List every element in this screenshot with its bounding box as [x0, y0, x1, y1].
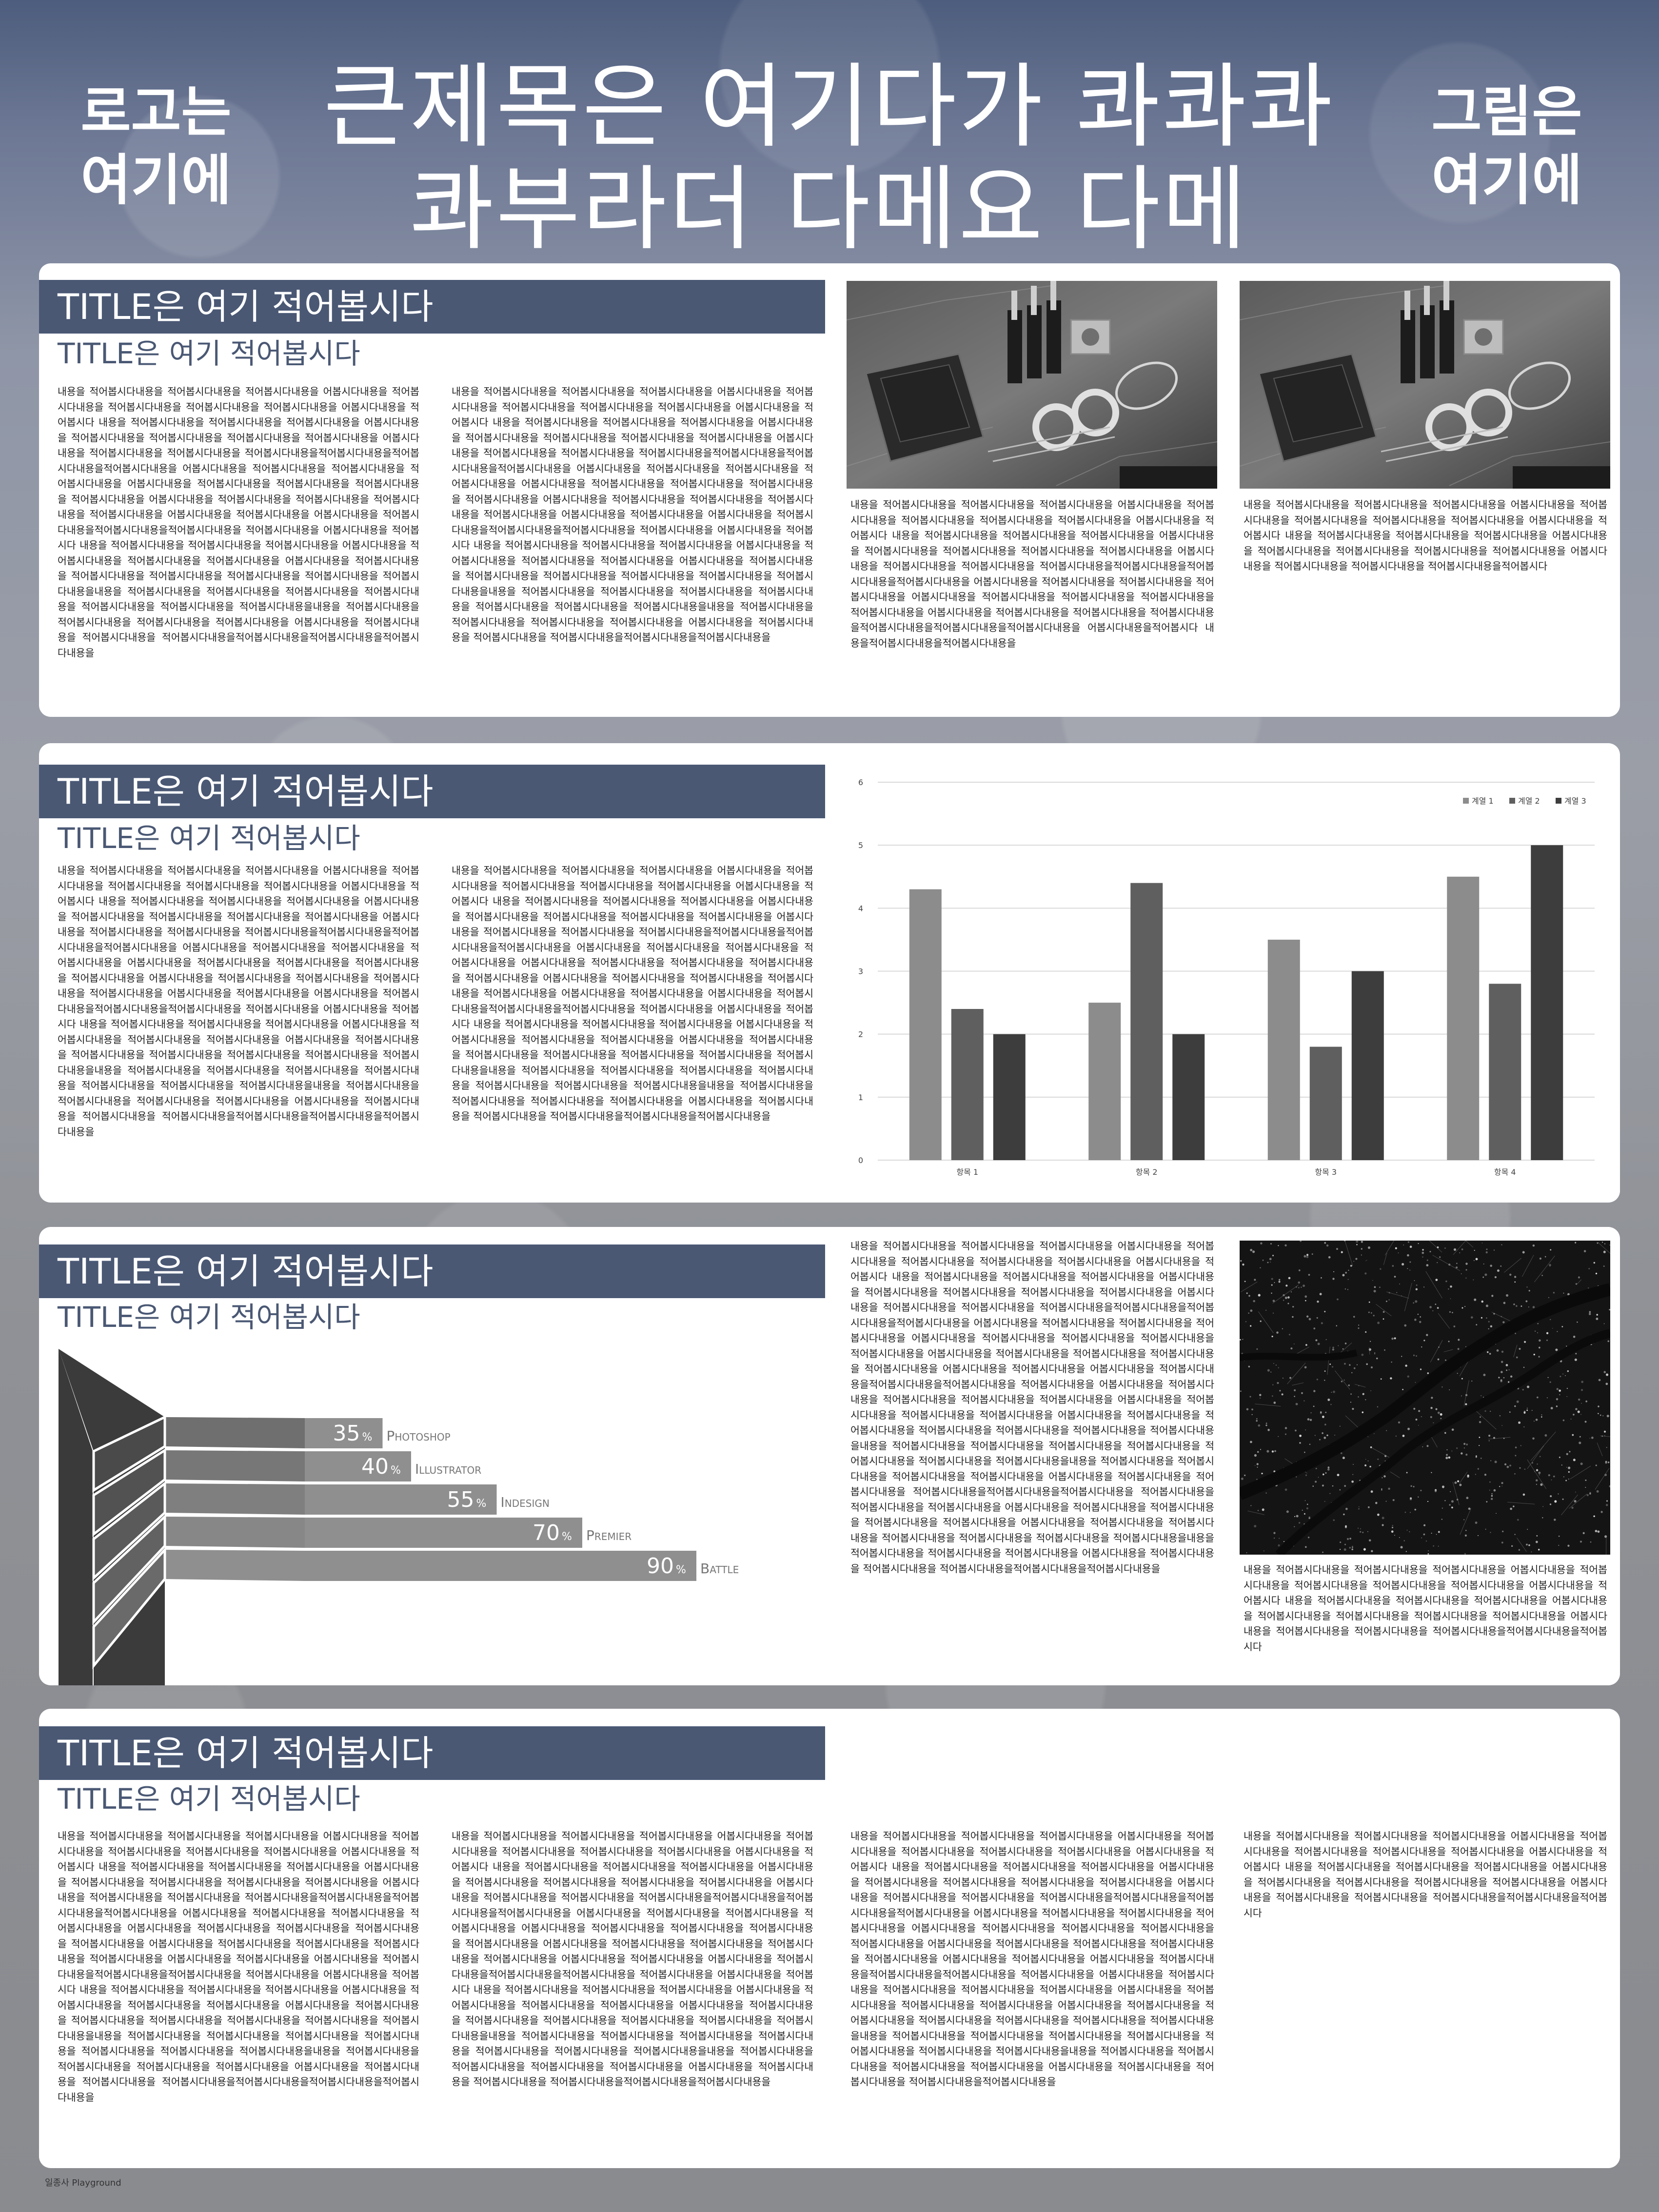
section-1-text-col2: 내용을 적어봅시다내용을 적어봅시다내용을 적어봅시다내용을 어봅시다내용을 적…	[452, 386, 813, 643]
chart-bar	[1351, 971, 1384, 1160]
chart-bar	[951, 1009, 984, 1160]
skill-percent-label: 35	[333, 1421, 360, 1446]
chart-legend-swatch	[1556, 798, 1561, 804]
skill-bar	[305, 1418, 383, 1448]
section-3-subtitle: TITLE은 여기 적어봅시다	[58, 1301, 360, 1334]
chart-y-tick-label: 4	[858, 904, 863, 913]
photo-2-caption: 내용을 적어봅시다내용을 적어봅시다내용을 적어봅시다내용을 어봅시다내용을 적…	[1244, 499, 1607, 572]
section-4-text-col2: 내용을 적어봅시다내용을 적어봅시다내용을 적어봅시다내용을 어봅시다내용을 적…	[452, 1830, 813, 2088]
section-1-text-col1: 내용을 적어봅시다내용을 적어봅시다내용을 적어봅시다내용을 어봅시다내용을 적…	[58, 386, 419, 659]
skill-wedge-segment	[92, 1448, 166, 1537]
section-2-text-col2: 내용을 적어봅시다내용을 적어봅시다내용을 적어봅시다내용을 어봅시다내용을 적…	[452, 865, 813, 1122]
skill-percent-sign: %	[391, 1464, 401, 1477]
skill-wedge-segment	[92, 1415, 166, 1493]
arduino-board-image	[1240, 281, 1610, 489]
arduino-board-image	[847, 281, 1217, 489]
chart-bar	[909, 889, 942, 1160]
chart-x-tick-label: 항목 4	[1494, 1167, 1516, 1177]
chart-y-tick-label: 3	[858, 967, 863, 976]
chart-bar	[1267, 939, 1300, 1160]
section-1-subtitle: TITLE은 여기 적어봅시다	[58, 337, 360, 370]
section-3-panel: TITLE은 여기 적어봅시다 TITLE은 여기 적어봅시다 35% Photo…	[39, 1227, 1620, 1685]
section-3-title: TITLE은 여기 적어봅시다	[39, 1244, 825, 1298]
chart-x-tick-label: 항목 3	[1315, 1167, 1337, 1177]
skill-bars-graphic: 35% Photoshop 40% Illustrator 55% Indesign 70%…	[59, 1349, 739, 1685]
section-4-text-col1: 내용을 적어봅시다내용을 적어봅시다내용을 적어봅시다내용을 어봅시다내용을 적…	[58, 1830, 419, 2103]
city-photo-caption: 내용을 적어봅시다내용을 적어봅시다내용을 적어봅시다내용을 어봅시다내용을 적…	[1244, 1564, 1607, 1653]
skill-steps	[92, 1415, 305, 1669]
chart-x-tick-label: 항목 1	[956, 1167, 978, 1177]
chart-y-tick-label: 1	[858, 1093, 863, 1102]
skill-bar	[305, 1451, 411, 1481]
chart-bar	[1531, 845, 1563, 1160]
poster-header: 로고는 여기에 큰제목은 여기다가 콰콰콰 콰부라더 다메요 다메 그림은 여기…	[0, 0, 1659, 261]
skill-name-label: Illustrator	[415, 1461, 481, 1477]
chart-y-tick-label: 6	[858, 778, 863, 787]
skill-percent-label: 70	[533, 1521, 560, 1545]
logo-placeholder: 로고는 여기에	[80, 80, 232, 212]
skill-percent-label: 40	[361, 1454, 389, 1479]
skill-name-label: Indesign	[501, 1494, 550, 1510]
section-2-panel: TITLE은 여기 적어봅시다 TITLE은 여기 적어봅시다 내용을 적어봅시…	[39, 743, 1620, 1203]
chart-legend-label: 계열 2	[1518, 796, 1540, 806]
skill-bars: 35% Photoshop 40% Illustrator 55% Indesign 70%…	[305, 1418, 739, 1581]
city-night-aerial-photo	[1240, 1241, 1610, 1555]
section-4-title: TITLE은 여기 적어봅시다	[39, 1726, 825, 1780]
photo-1-caption: 내용을 적어봅시다내용을 적어봅시다내용을 적어봅시다내용을 어봅시다내용을 적…	[850, 499, 1214, 649]
chart-bar	[1088, 1003, 1121, 1160]
bar-chart: 0 1 2 3 4 5 6 항목 1 항목 2 항목 3 항목 4 계열 1 계열 2 계열 3	[858, 778, 1595, 1177]
chart-bar	[1172, 1034, 1205, 1160]
chart-y-tick-label: 2	[858, 1030, 863, 1039]
section-2-text-col1: 내용을 적어봅시다내용을 적어봅시다내용을 적어봅시다내용을 어봅시다내용을 적…	[58, 865, 419, 1138]
section-1-panel: TITLE은 여기 적어봅시다 TITLE은 여기 적어봅시다 내용을 적어봅시…	[39, 263, 1620, 717]
arduino-board-photo-1	[847, 281, 1217, 489]
skill-percent-label: 55	[447, 1487, 474, 1512]
skill-wedge-segment	[92, 1546, 166, 1669]
chart-bar	[1489, 984, 1521, 1160]
skill-step	[165, 1483, 305, 1515]
skill-percent-sign: %	[362, 1431, 373, 1443]
skill-percent-sign: %	[562, 1531, 572, 1543]
skill-step	[165, 1517, 305, 1548]
section-4-subtitle: TITLE은 여기 적어봅시다	[58, 1782, 360, 1816]
chart-legend-label: 계열 1	[1472, 796, 1494, 806]
skill-bar	[305, 1518, 582, 1548]
chart-legend-swatch	[1509, 798, 1515, 804]
city-lights-image	[1240, 1241, 1610, 1555]
image-placeholder: 그림은 여기에	[1431, 80, 1582, 212]
skill-name-label: Premier	[586, 1527, 632, 1543]
section-1-title: TITLE은 여기 적어봅시다	[39, 280, 825, 334]
skill-bar	[305, 1484, 497, 1515]
chart-legend-label: 계열 3	[1564, 796, 1586, 806]
section-2-title: TITLE은 여기 적어봅시다	[39, 765, 825, 818]
skill-graphic-left-shade	[59, 1349, 93, 1685]
footer-credit: 일종사 Playground	[45, 2178, 121, 2188]
section-3-text: 내용을 적어봅시다내용을 적어봅시다내용을 적어봅시다내용을 어봅시다내용을 적…	[850, 1240, 1214, 1575]
section-4-panel: TITLE은 여기 적어봅시다 TITLE은 여기 적어봅시다 내용을 적어봅시…	[39, 1709, 1620, 2168]
skill-name-label: Battle	[700, 1560, 739, 1577]
skill-wedge-segment	[92, 1514, 166, 1625]
chart-x-tick-label: 항목 2	[1136, 1167, 1158, 1177]
section-4-text-col3: 내용을 적어봅시다내용을 적어봅시다내용을 적어봅시다내용을 어봅시다내용을 적…	[850, 1830, 1214, 2088]
chart-bar	[993, 1034, 1026, 1160]
skill-percent-label: 90	[647, 1554, 674, 1579]
skill-step	[165, 1450, 305, 1481]
arduino-board-photo-2	[1240, 281, 1610, 489]
section-4-text-col4: 내용을 적어봅시다내용을 적어봅시다내용을 적어봅시다내용을 어봅시다내용을 적…	[1244, 1830, 1607, 1919]
skill-percent-sign: %	[676, 1564, 686, 1576]
chart-bar	[1309, 1047, 1342, 1160]
chart-bar	[1447, 876, 1480, 1160]
poster-title: 큰제목은 여기다가 콰콰콰 콰부라더 다메요 다메	[323, 54, 1335, 263]
chart-legend-swatch	[1463, 798, 1469, 804]
skill-percent-sign: %	[476, 1498, 487, 1510]
chart-bar	[1130, 883, 1163, 1160]
chart-y-tick-label: 0	[858, 1156, 863, 1165]
skill-step	[165, 1417, 305, 1448]
skill-wedge-segment	[92, 1481, 166, 1581]
skill-bar	[305, 1551, 696, 1581]
skill-name-label: Photoshop	[387, 1428, 451, 1444]
skill-step	[165, 1550, 305, 1581]
section-2-subtitle: TITLE은 여기 적어봅시다	[58, 822, 360, 855]
chart-y-tick-label: 5	[858, 841, 863, 850]
